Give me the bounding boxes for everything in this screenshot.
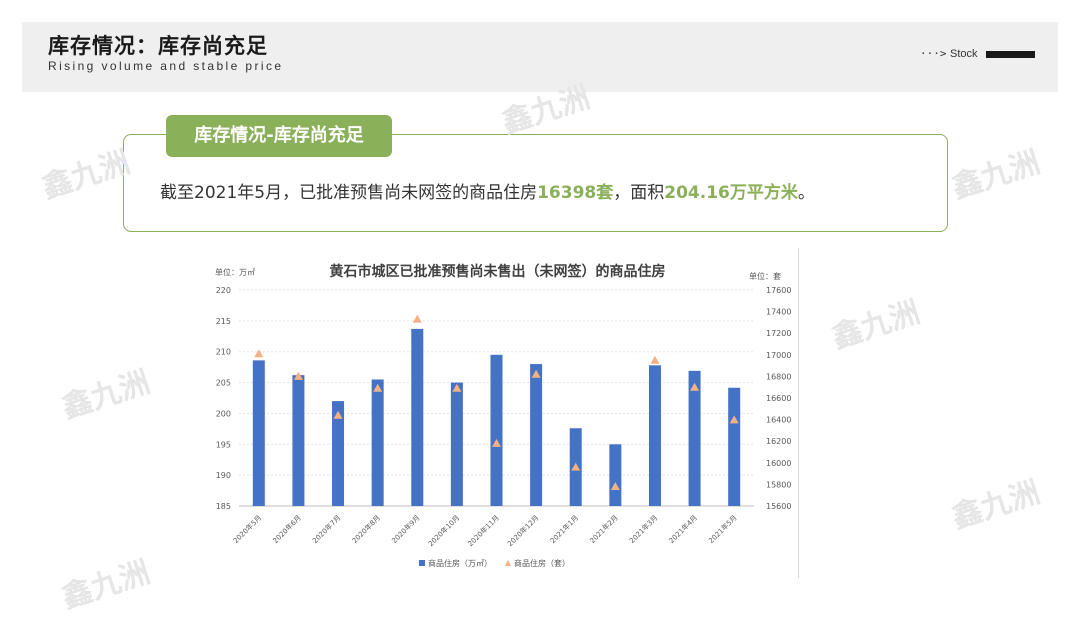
y-left-tick-label: 190: [216, 471, 231, 480]
watermark: 鑫九洲: [57, 364, 155, 426]
legend-label-units: 商品住房（套）: [514, 558, 570, 568]
bar: [332, 401, 345, 506]
arrow-right-icon: ···>: [920, 47, 947, 60]
x-tick-label: 2021年3月: [627, 513, 659, 545]
watermark: 鑫九洲: [37, 144, 135, 206]
data-point-marker: [610, 482, 620, 491]
info-box: [123, 134, 948, 232]
bar: [728, 387, 741, 506]
bar: [411, 328, 424, 506]
x-tick-label: 2020年12月: [505, 513, 540, 548]
data-point-marker: [452, 383, 462, 392]
y-right-tick-label: 16800: [766, 372, 791, 381]
bar: [490, 354, 503, 506]
y-left-tick-label: 205: [216, 379, 231, 388]
y-right-tick-label: 15600: [766, 502, 791, 511]
chart-title: 黄石市城区已批准预售尚未售出（未网签）的商品住房: [330, 263, 666, 280]
data-point-marker: [333, 410, 343, 419]
data-point-marker: [690, 382, 700, 391]
header-band: [22, 22, 1058, 92]
data-point-marker: [729, 415, 739, 424]
y-left-tick-label: 200: [216, 409, 231, 418]
y-left-tick-label: 220: [216, 286, 231, 295]
watermark: 鑫九洲: [827, 294, 925, 356]
x-tick-label: 2020年6月: [271, 513, 303, 545]
right-axis-unit: 单位：套: [749, 271, 781, 281]
legend-swatch-bar: [419, 560, 425, 566]
watermark: 鑫九洲: [57, 554, 155, 616]
bar: [530, 364, 543, 506]
x-tick-label: 2020年5月: [231, 513, 263, 545]
bar: [688, 370, 701, 506]
data-point-marker: [650, 355, 660, 364]
y-right-tick-label: 15800: [766, 480, 791, 489]
data-point-marker: [492, 438, 501, 447]
x-tick-label: 2021年1月: [548, 513, 580, 545]
x-tick-label: 2020年8月: [350, 513, 382, 545]
x-tick-label: 2021年2月: [588, 513, 620, 545]
chart-frame: 黄石市城区已批准预售尚未售出（未网签）的商品住房 单位：万㎡ 单位：套 185 190 1…: [197, 248, 799, 578]
x-tick-label: 2020年10月: [426, 513, 461, 548]
x-tick-label: 2020年9月: [390, 513, 422, 545]
y-left-tick-label: 185: [216, 502, 231, 511]
data-point-marker: [531, 369, 541, 378]
highlight-area: 204.16万平方米: [664, 183, 798, 203]
x-tick-label: 2020年7月: [310, 513, 342, 545]
y-right-tick-label: 17600: [766, 286, 791, 295]
data-point-marker: [412, 314, 422, 323]
bar: [252, 360, 265, 506]
chart: 黄石市城区已批准预售尚未售出（未网签）的商品住房 单位：万㎡ 单位：套 185 190 1…: [215, 263, 791, 568]
info-text-prefix: 截至2021年5月，已批准预售尚未网签的商品住房: [160, 183, 538, 203]
progress-bar-decoration: [986, 51, 1035, 58]
x-tick-label: 2020年11月: [466, 513, 501, 548]
highlight-units: 16398套: [537, 183, 614, 203]
y-right-tick-label: 16000: [766, 459, 791, 468]
watermark: 鑫九洲: [947, 144, 1045, 206]
bar: [450, 382, 463, 506]
y-right-tick-label: 17000: [766, 351, 791, 360]
data-point-marker: [254, 349, 264, 358]
legend-swatch-marker: [505, 560, 511, 566]
watermark: 鑫九洲: [947, 474, 1045, 536]
left-axis-unit: 单位：万㎡: [215, 267, 255, 277]
page-subtitle: Rising volume and stable price: [48, 59, 284, 73]
y-right-tick-label: 16200: [766, 437, 791, 446]
bar: [371, 379, 384, 506]
page-title: 库存情况：库存尚充足: [48, 34, 268, 58]
data-point-marker: [571, 462, 581, 471]
info-text-suffix: 。: [797, 183, 815, 203]
y-left-tick-label: 215: [216, 317, 231, 326]
y-left-tick-label: 210: [216, 348, 231, 357]
bar: [648, 365, 661, 506]
info-tag: 库存情况-库存尚充足: [166, 115, 392, 157]
x-tick-label: 2021年4月: [667, 513, 699, 545]
y-right-tick-label: 17400: [766, 308, 791, 317]
y-right-tick-label: 17200: [766, 329, 791, 338]
bar: [292, 375, 305, 506]
y-left-tick-label: 195: [216, 440, 231, 449]
bar: [609, 444, 622, 506]
legend-label-area: 商品住房（万㎡）: [428, 558, 492, 568]
data-point-marker: [293, 371, 303, 380]
x-tick-label: 2021年5月: [707, 513, 739, 545]
stock-nav-label: Stock: [950, 48, 978, 60]
y-right-tick-label: 16600: [766, 394, 791, 403]
info-text: 截至2021年5月，已批准预售尚未网签的商品住房16398套，面积204.16万…: [160, 178, 815, 203]
y-right-tick-label: 16400: [766, 416, 791, 425]
data-point-marker: [373, 383, 383, 392]
info-text-middle: ，面积: [613, 183, 665, 203]
